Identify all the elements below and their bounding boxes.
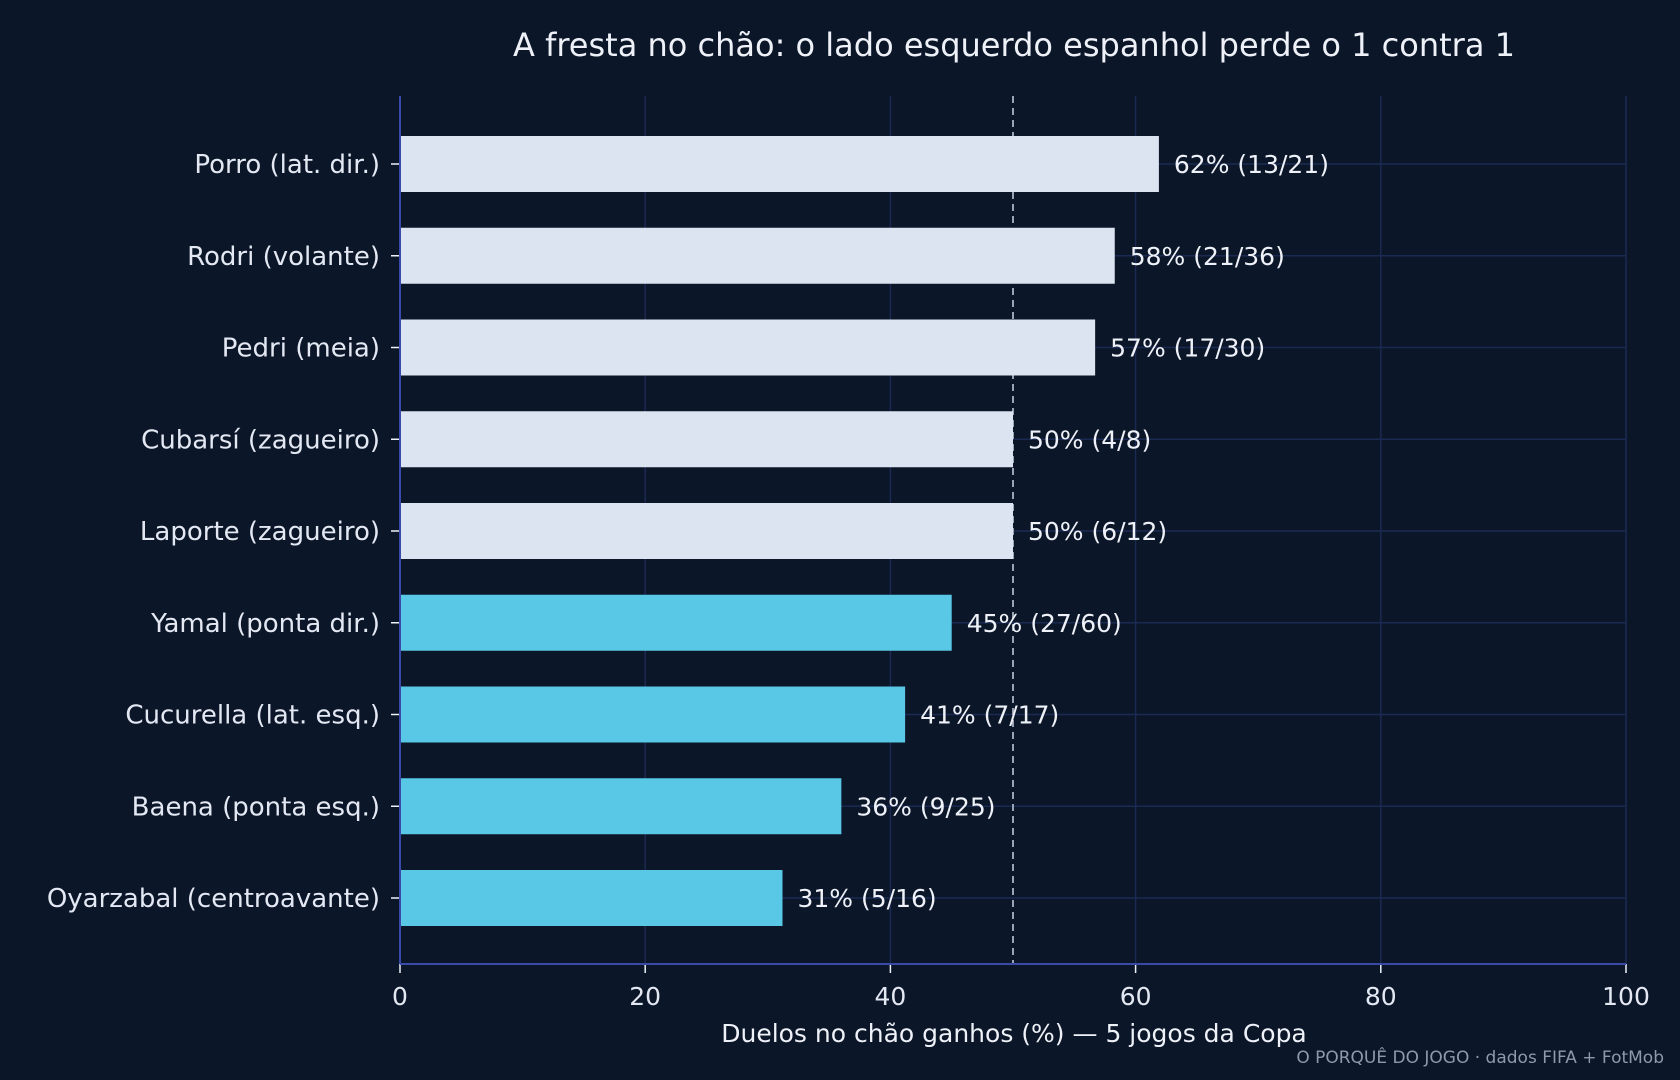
bar-value-label: 50% (4/8) — [1028, 425, 1151, 454]
bar-value-label: 41% (7/17) — [920, 701, 1059, 730]
x-tick-label: 60 — [1120, 982, 1152, 1011]
category-label: Pedri (meia) — [222, 334, 380, 364]
x-axis-title: Duelos no chão ganhos (%) — 5 jogos da C… — [721, 1019, 1307, 1048]
bar-value-label: 45% (27/60) — [967, 609, 1122, 638]
bar-value-label: 57% (17/30) — [1110, 334, 1265, 363]
bar — [400, 136, 1159, 192]
category-label: Cubarsí (zagueiro) — [141, 425, 380, 455]
labels: 0 20 40 60 80 100 Porro (lat. dir.) 62% (13/21)… — [47, 150, 1650, 1011]
category-label: Oyarzabal (centroavante) — [47, 884, 380, 914]
axes — [391, 96, 1627, 973]
category-label: Cucurella (lat. esq.) — [125, 701, 380, 731]
bar — [400, 686, 906, 743]
x-tick-label: 80 — [1365, 982, 1397, 1011]
bar-value-label: 62% (13/21) — [1174, 150, 1329, 179]
x-tick-label: 100 — [1602, 982, 1650, 1011]
category-label: Porro (lat. dir.) — [194, 150, 380, 180]
bar-value-label: 31% (5/16) — [798, 884, 937, 913]
bars — [400, 136, 1159, 926]
credit-text: O PORQUÊ DO JOGO · dados FIFA + FotMob — [1296, 1046, 1664, 1068]
category-label: Laporte (zagueiro) — [140, 517, 380, 547]
category-label: Baena (ponta esq.) — [132, 792, 380, 822]
bar — [400, 778, 842, 835]
bar — [400, 411, 1013, 468]
category-label: Yamal (ponta dir.) — [150, 609, 380, 639]
x-tick-label: 0 — [392, 982, 408, 1011]
bar-value-label: 58% (21/36) — [1130, 242, 1285, 271]
category-label: Rodri (volante) — [187, 242, 380, 272]
bar-value-label: 36% (9/25) — [856, 792, 995, 821]
bar — [400, 319, 1096, 376]
bar — [400, 227, 1115, 284]
x-tick-label: 20 — [629, 982, 661, 1011]
bar — [400, 503, 1013, 559]
x-tick-label: 40 — [874, 982, 906, 1011]
bar-value-label: 50% (6/12) — [1028, 517, 1167, 546]
bar — [400, 594, 952, 651]
bar — [400, 870, 783, 926]
chart-title: A fresta no chão: o lado esquerdo espanh… — [513, 26, 1515, 64]
